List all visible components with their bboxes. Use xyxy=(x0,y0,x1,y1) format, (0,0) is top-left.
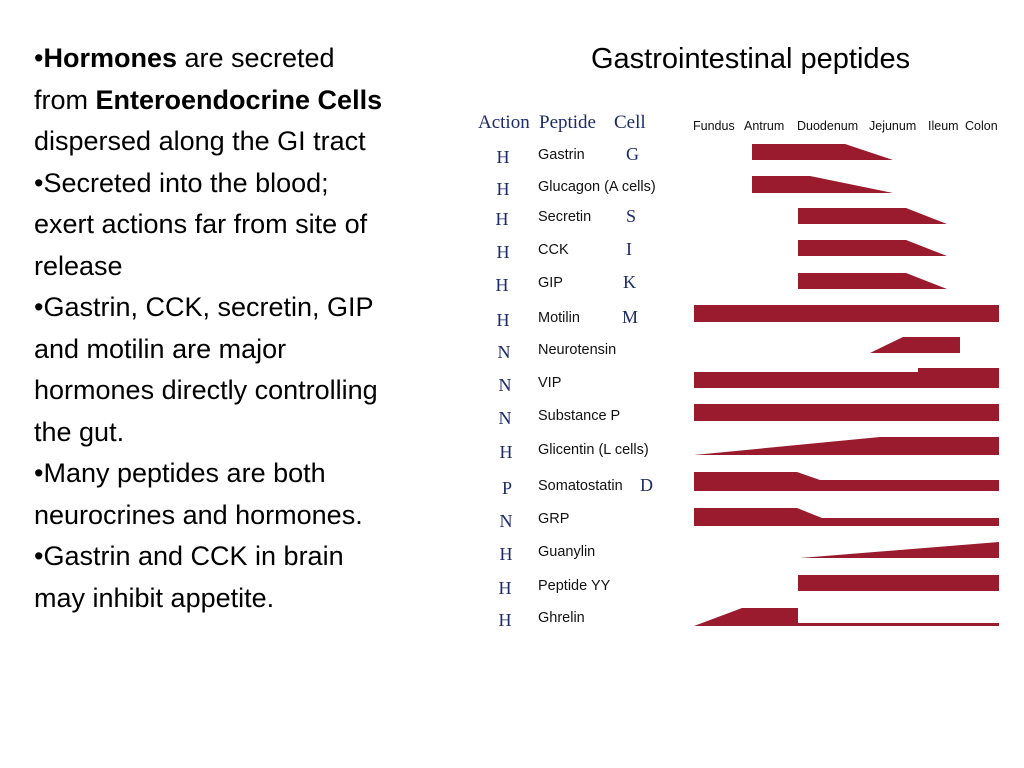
text-segment: are secreted xyxy=(176,43,335,73)
row-cell: D xyxy=(640,475,653,495)
row-action: P xyxy=(501,478,512,498)
bullet-line: •Hormones are secreted xyxy=(34,38,484,80)
peptide-distribution-bar xyxy=(798,240,947,256)
text-segment: •Secreted into the blood; xyxy=(34,167,329,198)
peptide-distribution-bar xyxy=(798,575,999,591)
header-cell: Cell xyxy=(614,112,646,133)
row-peptide: Gastrin xyxy=(538,147,585,163)
row-peptide: Somatostatin xyxy=(538,478,623,494)
bullet-text: •Hormones are secreted from Enteroendocri… xyxy=(34,38,484,619)
text-segment: may inhibit appetite. xyxy=(34,582,275,613)
bullet-line: •Gastrin, CCK, secretin, GIP xyxy=(34,287,484,329)
row-action: H xyxy=(496,310,510,330)
figure-title: Gastrointestinal peptides xyxy=(591,43,911,75)
bullet-line: •Many peptides are both xyxy=(34,453,484,495)
region-label-duodenum: Duodenum xyxy=(797,119,859,133)
bullet-line: dispersed along the GI tract xyxy=(34,121,484,163)
bullet-line: hormones directly controlling xyxy=(34,370,484,412)
row-cell: M xyxy=(622,307,639,327)
bullet-line: from Enteroendocrine Cells xyxy=(34,80,484,122)
row-action: N xyxy=(499,511,513,531)
bold-term: Enteroendocrine Cells xyxy=(95,84,383,115)
peptide-distribution-bar xyxy=(752,176,893,193)
bullet-line: •Secreted into the blood; xyxy=(34,163,484,205)
row-action: H xyxy=(495,209,509,229)
header-peptide: Peptide xyxy=(539,112,596,133)
text-segment: from xyxy=(34,84,96,115)
row-peptide: Ghrelin xyxy=(538,610,585,626)
row-action: H xyxy=(499,442,513,462)
row-action: H xyxy=(496,179,510,199)
text-segment: the gut. xyxy=(34,416,125,447)
row-action: H xyxy=(498,610,512,630)
peptide-distribution-bar xyxy=(870,337,960,353)
text-segment: hormones directly controlling xyxy=(34,375,378,405)
bullet-line: the gut. xyxy=(34,412,484,454)
row-peptide: Peptide YY xyxy=(538,578,611,594)
region-label-antrum: Antrum xyxy=(744,119,785,133)
bullet-line: exert actions far from site of xyxy=(34,204,484,246)
text-segment: release xyxy=(34,250,123,281)
row-peptide: Glucagon (A cells) xyxy=(538,179,656,195)
peptide-distribution-bar xyxy=(694,437,999,455)
row-peptide: Motilin xyxy=(538,310,580,326)
bold-term: Hormones xyxy=(43,43,177,73)
header-action: Action xyxy=(478,112,530,133)
row-action: H xyxy=(496,242,510,262)
bullet-line: may inhibit appetite. xyxy=(34,578,484,620)
row-peptide: Neurotensin xyxy=(538,342,617,358)
row-action: N xyxy=(498,375,512,395)
peptide-distribution-bar xyxy=(694,305,999,322)
peptide-distribution-bar xyxy=(798,273,947,289)
row-cell: I xyxy=(626,239,632,259)
row-peptide: CCK xyxy=(538,242,569,258)
peptide-distribution-bar xyxy=(800,542,999,558)
row-peptide: GRP xyxy=(538,511,570,527)
bullet-line: •Gastrin and CCK in brain xyxy=(34,536,484,578)
row-action: H xyxy=(495,275,509,295)
text-segment: dispersed along the GI tract xyxy=(34,126,366,156)
peptide-distribution-bar xyxy=(694,472,999,491)
peptide-distribution-bar xyxy=(694,608,999,626)
bullet-line: release xyxy=(34,246,484,288)
text-segment: •Many peptides are both xyxy=(34,458,326,488)
bullet-line: and motilin are major xyxy=(34,329,484,371)
text-segment: •Gastrin, CCK, secretin, GIP xyxy=(34,292,374,322)
row-action: H xyxy=(496,147,510,167)
text-segment: • xyxy=(34,43,44,73)
row-action: H xyxy=(499,544,513,564)
peptide-distribution-bar xyxy=(694,368,999,388)
row-cell: K xyxy=(623,272,636,292)
row-action: N xyxy=(498,408,512,428)
region-label-colon: Colon xyxy=(965,119,998,133)
peptide-distribution-bar xyxy=(798,208,947,224)
row-cell: G xyxy=(626,144,639,164)
region-label-jejunum: Jejunum xyxy=(869,119,917,133)
text-segment: exert actions far from site of xyxy=(34,209,368,239)
text-segment: neurocrines and hormones. xyxy=(34,499,363,530)
region-label-fundus: Fundus xyxy=(693,119,735,133)
peptide-distribution-bar xyxy=(694,404,999,421)
peptide-distribution-bar xyxy=(694,508,999,526)
row-peptide: Secretin xyxy=(538,209,592,225)
text-segment: and motilin are major xyxy=(34,333,287,364)
row-action: N xyxy=(497,342,511,362)
row-peptide: VIP xyxy=(538,375,562,391)
text-segment: •Gastrin and CCK in brain xyxy=(34,541,344,571)
bullet-line: neurocrines and hormones. xyxy=(34,495,484,537)
row-action: H xyxy=(498,578,512,598)
peptide-distribution-bar xyxy=(752,144,893,160)
row-peptide: Guanylin xyxy=(538,544,596,560)
row-peptide: Glicentin (L cells) xyxy=(538,442,649,458)
row-cell: S xyxy=(626,206,637,226)
region-label-ileum: Ileum xyxy=(928,119,959,133)
row-peptide: Substance P xyxy=(538,408,621,424)
row-peptide: GIP xyxy=(538,275,563,291)
